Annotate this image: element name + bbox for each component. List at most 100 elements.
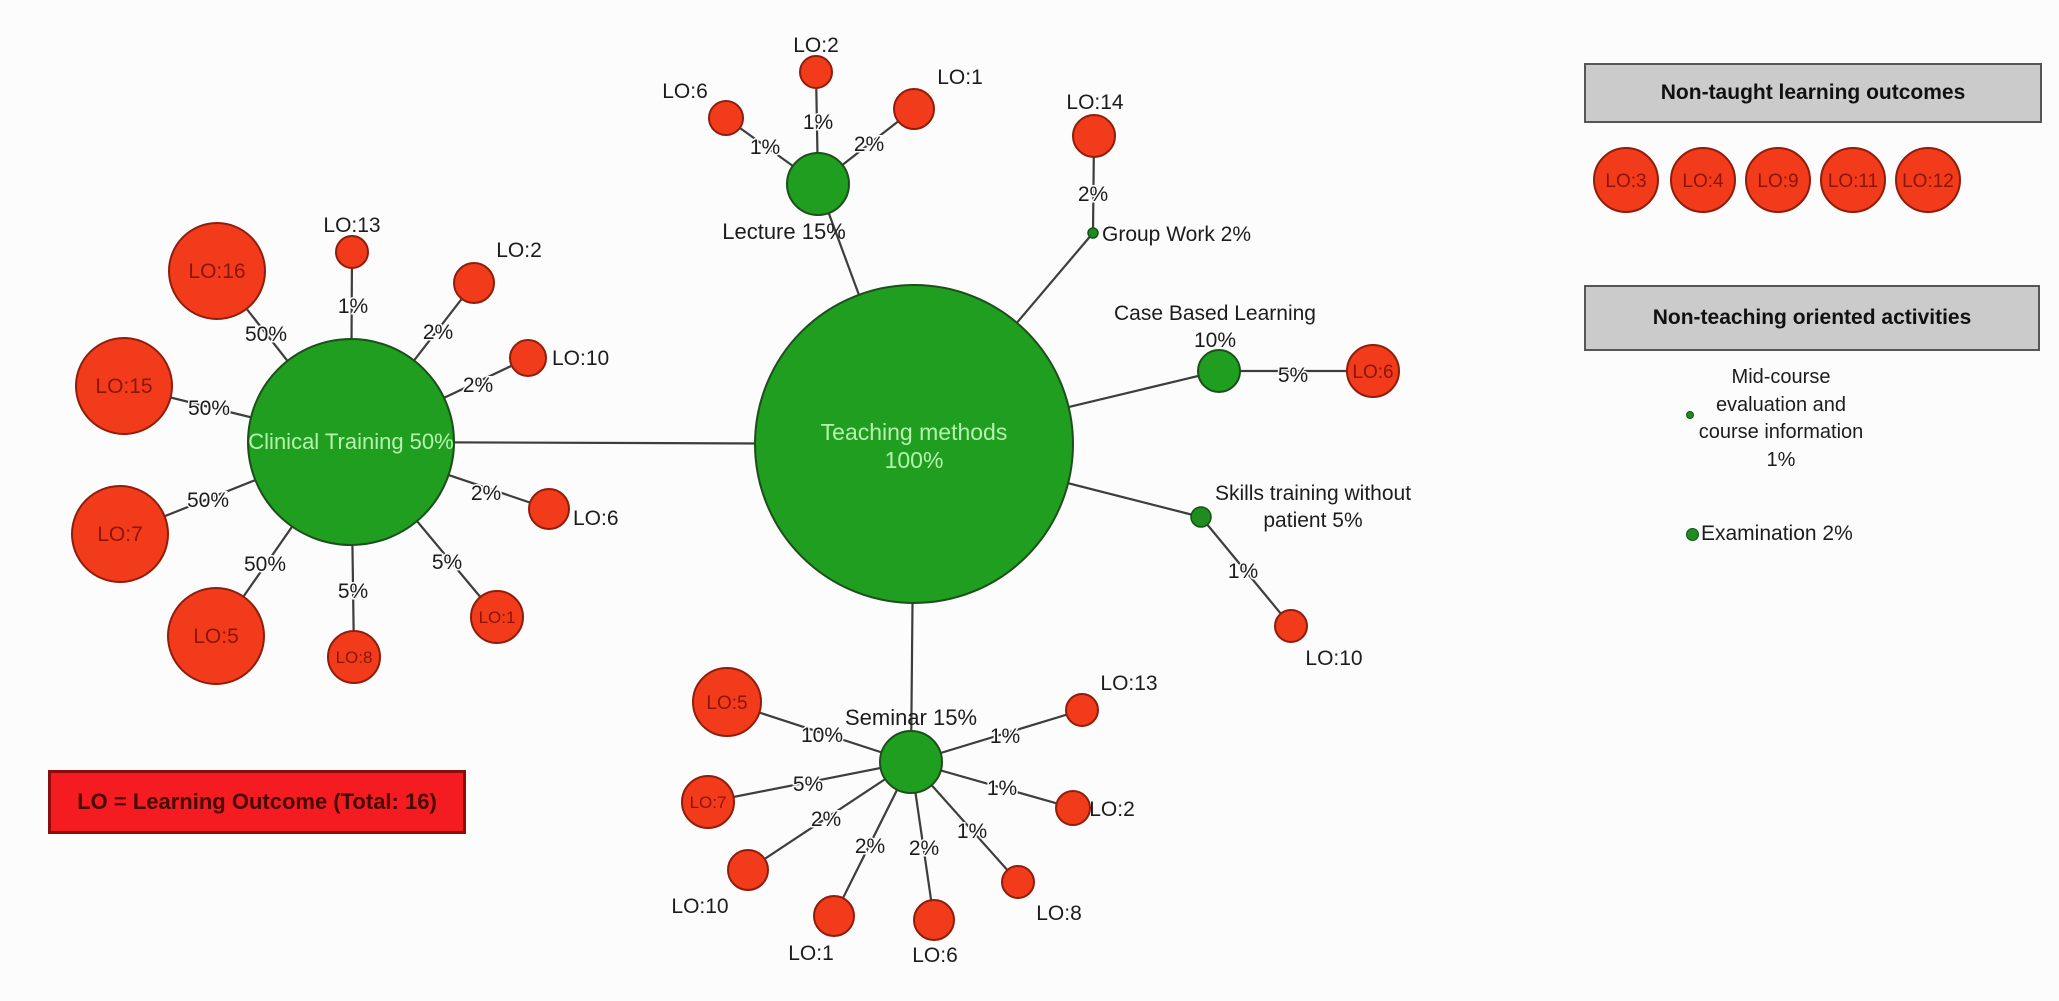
node-label-m8: LO:8 xyxy=(1036,902,1082,925)
node-label-r4: LO:4 xyxy=(1682,171,1724,192)
panel-non-taught-title: Non-taught learning outcomes xyxy=(1660,81,1966,104)
node-c1 xyxy=(470,590,524,644)
node-m13 xyxy=(1065,693,1099,727)
legend-label: LO = Learning Outcome (Total: 16) xyxy=(77,789,437,814)
edge-label-groupwork-g14: 2% xyxy=(1078,183,1108,206)
node-c7 xyxy=(71,485,169,583)
node-r11 xyxy=(1820,147,1886,213)
node-m2 xyxy=(1055,790,1091,826)
node-label-c16: LO:16 xyxy=(188,260,245,283)
node-label-r9: LO:9 xyxy=(1757,171,1798,192)
node-label-c15: LO:15 xyxy=(95,375,152,398)
panel-non-taught-header: Non-taught learning outcomes xyxy=(1584,63,2042,123)
edge-label-lecture-l2: 1% xyxy=(803,111,833,134)
midcourse-line: evaluation and xyxy=(1715,393,1847,416)
panel-non-teaching-header: Non-teaching oriented activities xyxy=(1584,285,2040,351)
edge-skills-s10 xyxy=(1200,516,1292,627)
node-c13 xyxy=(335,235,369,269)
node-r4 xyxy=(1670,147,1736,213)
node-skills xyxy=(1190,506,1212,528)
node-label-teaching: 100% xyxy=(885,447,944,473)
node-c6 xyxy=(528,488,570,530)
edge-label-seminar-m1: 2% xyxy=(855,835,885,858)
node-label-s10: LO:10 xyxy=(1305,647,1362,670)
node-m5 xyxy=(692,667,762,737)
midcourse-line: 1% xyxy=(1766,448,1796,471)
node-label-m5: LO:5 xyxy=(706,693,747,714)
node-label-m2: LO:2 xyxy=(1089,798,1135,821)
edge-label-lecture-l1: 2% xyxy=(854,133,884,156)
node-clinical xyxy=(247,338,455,546)
node-r3 xyxy=(1593,147,1659,213)
midcourse-dot-icon xyxy=(1686,411,1694,419)
node-label-lecture: Lecture 15% xyxy=(722,219,846,244)
node-m1 xyxy=(813,895,855,937)
edge-label-clinical-c2: 2% xyxy=(423,321,453,344)
panel-non-teaching-title: Non-teaching oriented activities xyxy=(1652,306,1972,329)
midcourse-activity: Mid-course evaluation and course informa… xyxy=(1656,364,1906,474)
node-label-r3: LO:3 xyxy=(1605,171,1646,192)
node-lecture xyxy=(786,152,850,216)
node-label-l2: LO:2 xyxy=(793,34,839,57)
edge-label-seminar-m7: 5% xyxy=(793,773,823,796)
node-label-clinical: Clinical Training 50% xyxy=(248,429,453,454)
node-label-m10: LO:10 xyxy=(671,895,728,918)
edge-label-seminar-m13: 1% xyxy=(990,725,1020,748)
node-l2 xyxy=(799,55,833,89)
node-label-cbl: Case Based Learning xyxy=(1114,302,1316,325)
node-s10 xyxy=(1274,609,1308,643)
midcourse-line: Mid-course xyxy=(1731,366,1831,388)
node-label-r11: LO:11 xyxy=(1828,171,1878,192)
edge-label-seminar-m2: 1% xyxy=(987,777,1017,800)
examination-label: Examination 2% xyxy=(1701,522,1853,545)
node-c15 xyxy=(75,337,173,435)
node-label-r12: LO:12 xyxy=(1902,171,1954,192)
node-label-c7: LO:7 xyxy=(97,523,143,546)
node-label-l6: LO:6 xyxy=(662,80,708,103)
node-label-c6: LO:6 xyxy=(573,507,619,530)
node-l1 xyxy=(893,88,935,130)
node-label-c5: LO:5 xyxy=(193,625,239,648)
node-label-c10: LO:10 xyxy=(552,347,609,370)
node-label-seminar: Seminar 15% xyxy=(845,705,977,730)
node-m7 xyxy=(681,775,735,829)
edge-label-cbl-b6: 5% xyxy=(1278,364,1308,387)
node-label-m1: LO:1 xyxy=(788,942,834,965)
node-label-c13: LO:13 xyxy=(323,214,380,237)
edge-label-clinical-c6: 2% xyxy=(471,482,501,505)
node-c5 xyxy=(167,587,265,685)
node-teaching xyxy=(754,284,1074,604)
edge-label-seminar-m10: 2% xyxy=(811,808,841,831)
node-label-l1: LO:1 xyxy=(937,66,983,89)
edge-label-lecture-l6: 1% xyxy=(750,136,780,159)
node-label-c1: LO:1 xyxy=(479,608,516,627)
edge-label-seminar-m8: 1% xyxy=(957,820,987,843)
edge-label-clinical-c1: 5% xyxy=(432,551,462,574)
node-label-g14: LO:14 xyxy=(1066,91,1124,114)
node-label-skills: Skills training without xyxy=(1215,482,1411,505)
edge-label-skills-s10: 1% xyxy=(1228,560,1258,583)
node-c10 xyxy=(509,339,547,377)
node-label-b6: LO:6 xyxy=(1352,362,1393,383)
edge-label-seminar-m5: 10% xyxy=(801,724,843,747)
node-label-cbl: 10% xyxy=(1194,329,1236,352)
edge-label-clinical-c5: 50% xyxy=(244,553,286,576)
node-l6 xyxy=(708,100,744,136)
node-m6 xyxy=(913,899,955,941)
node-label-m7: LO:7 xyxy=(690,793,727,812)
node-label-m6: LO:6 xyxy=(912,944,958,967)
midcourse-line: course information xyxy=(1698,421,1864,443)
edge-label-clinical-c10: 2% xyxy=(463,374,493,397)
node-label-c8: LO:8 xyxy=(336,648,373,667)
edge-seminar-m10 xyxy=(747,761,912,871)
node-label-skills: patient 5% xyxy=(1263,509,1362,532)
node-c2 xyxy=(453,262,495,304)
node-r12 xyxy=(1895,147,1961,213)
examination-activity: Examination 2% xyxy=(1686,522,1853,546)
node-label-groupwork: Group Work 2% xyxy=(1102,223,1251,246)
node-c16 xyxy=(168,222,266,320)
node-label-teaching: Teaching methods xyxy=(821,419,1008,445)
edge-label-clinical-c16: 50% xyxy=(245,323,287,346)
